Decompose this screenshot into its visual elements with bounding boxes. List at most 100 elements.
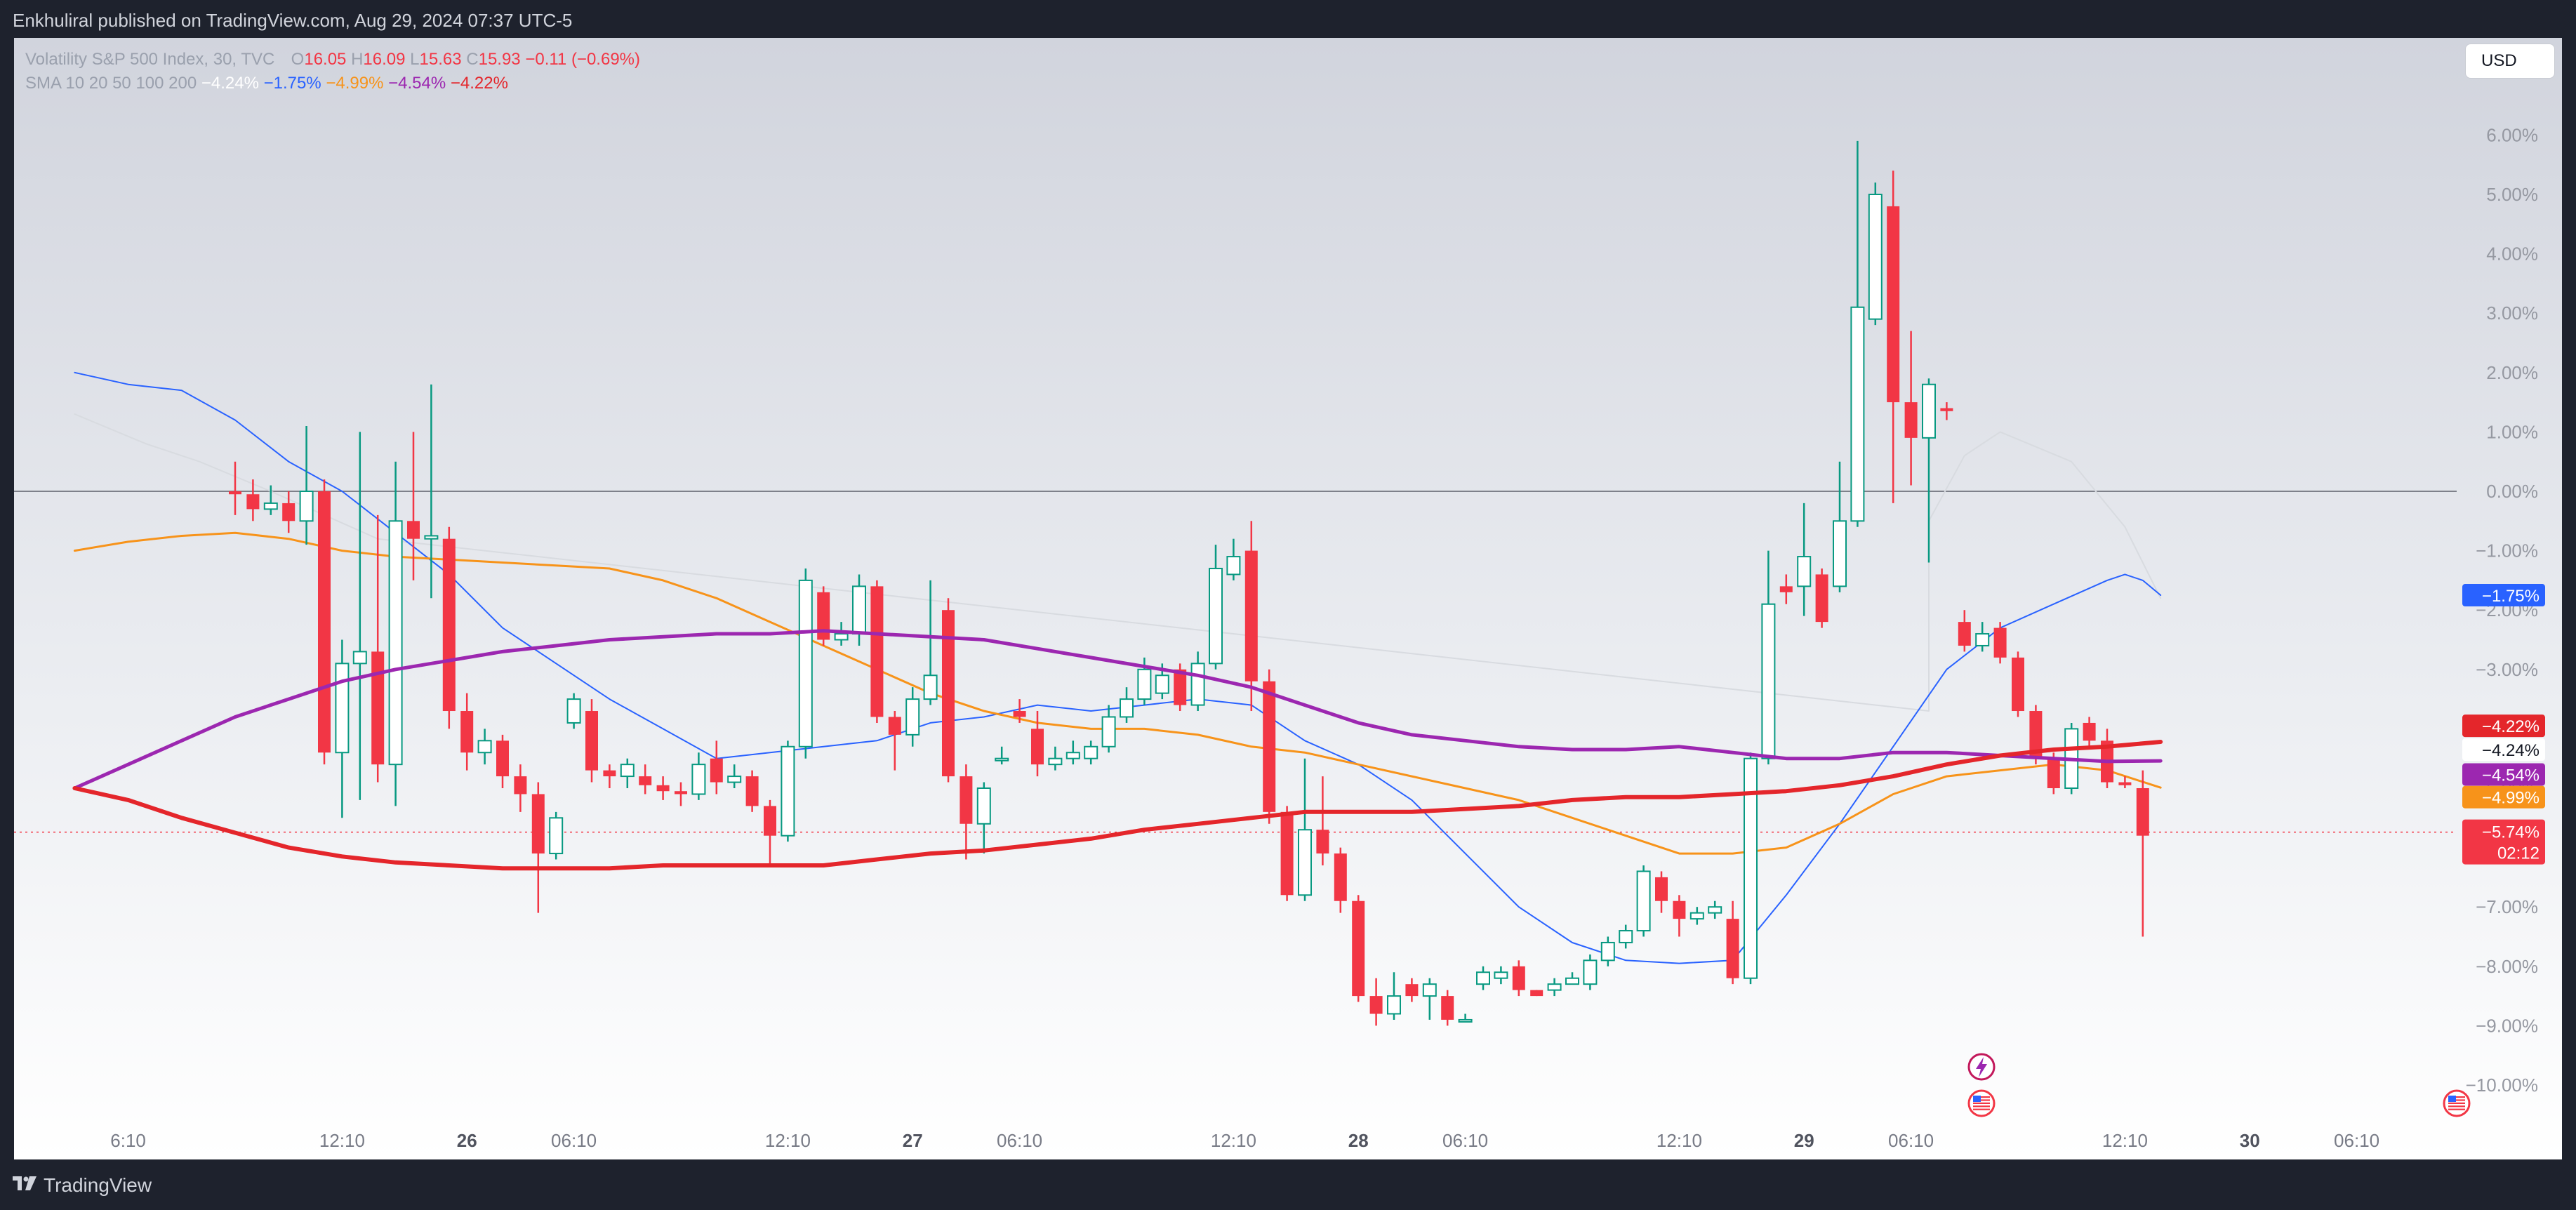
candle[interactable]: [1655, 871, 1668, 913]
candle[interactable]: [1744, 752, 1758, 985]
candle[interactable]: [870, 580, 884, 723]
candle[interactable]: [388, 461, 403, 806]
chart-canvas[interactable]: 6.00% 5.00% 4.00% 3.00% 2.00% 1.00% 0.00% −1.00…: [14, 38, 2562, 1159]
candle[interactable]: [603, 764, 616, 788]
candle[interactable]: [1031, 711, 1044, 777]
candle[interactable]: [675, 782, 687, 806]
candle[interactable]: [442, 526, 456, 729]
candle[interactable]: [407, 432, 420, 580]
candle[interactable]: [2118, 776, 2132, 788]
tradingview-logo[interactable]: TradingView: [13, 1174, 152, 1197]
candle[interactable]: [371, 514, 385, 783]
candle[interactable]: [1868, 182, 1883, 326]
candle[interactable]: [1940, 402, 1953, 420]
candle[interactable]: [549, 811, 564, 860]
candle[interactable]: [2012, 651, 2024, 717]
candle[interactable]: [2136, 770, 2149, 937]
candle[interactable]: [1263, 669, 1276, 824]
candle[interactable]: [1797, 503, 1812, 616]
candle[interactable]: [1815, 568, 1828, 628]
candle[interactable]: [1547, 978, 1562, 997]
candle[interactable]: [888, 711, 901, 771]
candle[interactable]: [477, 729, 492, 765]
candle[interactable]: [852, 574, 866, 646]
candle[interactable]: [1600, 936, 1615, 966]
candle[interactable]: [995, 746, 1009, 765]
currency-button[interactable]: USD: [2465, 44, 2555, 79]
candle[interactable]: [566, 693, 581, 729]
candle[interactable]: [1226, 538, 1241, 580]
candle[interactable]: [1565, 972, 1579, 985]
candle[interactable]: [1761, 550, 1776, 765]
candle[interactable]: [1494, 966, 1508, 985]
candle[interactable]: [585, 699, 598, 783]
candle[interactable]: [923, 580, 938, 705]
candle[interactable]: [460, 693, 474, 771]
candle[interactable]: [764, 799, 776, 865]
candle[interactable]: [1619, 924, 1633, 949]
candle[interactable]: [352, 432, 367, 800]
candle[interactable]: [1280, 806, 1294, 901]
candle[interactable]: [727, 764, 742, 788]
candle[interactable]: [1975, 622, 1990, 652]
candle[interactable]: [1352, 895, 1365, 1002]
candle[interactable]: [335, 639, 350, 818]
candle[interactable]: [942, 598, 955, 783]
candle[interactable]: [1689, 907, 1704, 925]
candle[interactable]: [424, 384, 439, 599]
candle[interactable]: [1922, 378, 1936, 563]
candle[interactable]: [1583, 954, 1598, 990]
candle[interactable]: [1512, 960, 1525, 997]
candle[interactable]: [531, 782, 545, 913]
us-flag-icon[interactable]: [2443, 1089, 2471, 1117]
candle[interactable]: [1298, 758, 1312, 901]
candle[interactable]: [905, 687, 920, 747]
candle[interactable]: [834, 622, 849, 646]
candle[interactable]: [1458, 1013, 1473, 1023]
candle[interactable]: [1369, 978, 1383, 1026]
candle[interactable]: [1422, 978, 1437, 1020]
chart-area[interactable]: 6.00% 5.00% 4.00% 3.00% 2.00% 1.00% 0.00% −1.00…: [14, 38, 2562, 1159]
candle[interactable]: [1334, 847, 1347, 913]
candle[interactable]: [1958, 610, 1971, 652]
candle[interactable]: [1316, 776, 1329, 865]
us-flag-icon[interactable]: [1967, 1089, 1996, 1117]
candle[interactable]: [1048, 746, 1063, 771]
candle[interactable]: [318, 479, 331, 765]
candle[interactable]: [798, 568, 813, 759]
candle[interactable]: [1065, 740, 1080, 765]
candle[interactable]: [1833, 461, 1847, 592]
candle[interactable]: [1673, 895, 1686, 937]
candle[interactable]: [781, 740, 795, 842]
candle[interactable]: [976, 782, 991, 854]
candle[interactable]: [960, 764, 973, 860]
candle[interactable]: [1013, 699, 1026, 723]
candle[interactable]: [1387, 972, 1401, 1020]
candle[interactable]: [1441, 990, 1454, 1026]
candle[interactable]: [282, 491, 296, 533]
candle[interactable]: [817, 586, 830, 646]
candle[interactable]: [1850, 140, 1865, 527]
candle[interactable]: [1084, 740, 1098, 765]
candle[interactable]: [1993, 622, 2007, 664]
candle[interactable]: [514, 764, 527, 812]
candle[interactable]: [1120, 687, 1134, 723]
candle[interactable]: [1405, 978, 1419, 1002]
candle[interactable]: [1101, 705, 1116, 753]
candle[interactable]: [1779, 574, 1793, 604]
candle[interactable]: [1244, 521, 1258, 712]
candle[interactable]: [1530, 990, 1543, 997]
candle[interactable]: [1708, 900, 1722, 919]
candle[interactable]: [1476, 966, 1490, 990]
candle[interactable]: [1887, 171, 1900, 503]
candle[interactable]: [229, 461, 241, 515]
lightning-icon[interactable]: [1967, 1053, 1996, 1081]
candle[interactable]: [1209, 545, 1223, 670]
candle[interactable]: [299, 425, 314, 545]
candle[interactable]: [263, 485, 278, 515]
candle[interactable]: [246, 479, 260, 521]
candle[interactable]: [656, 776, 670, 800]
candle[interactable]: [2029, 705, 2043, 765]
candle[interactable]: [745, 770, 759, 812]
candle[interactable]: [1904, 331, 1918, 486]
